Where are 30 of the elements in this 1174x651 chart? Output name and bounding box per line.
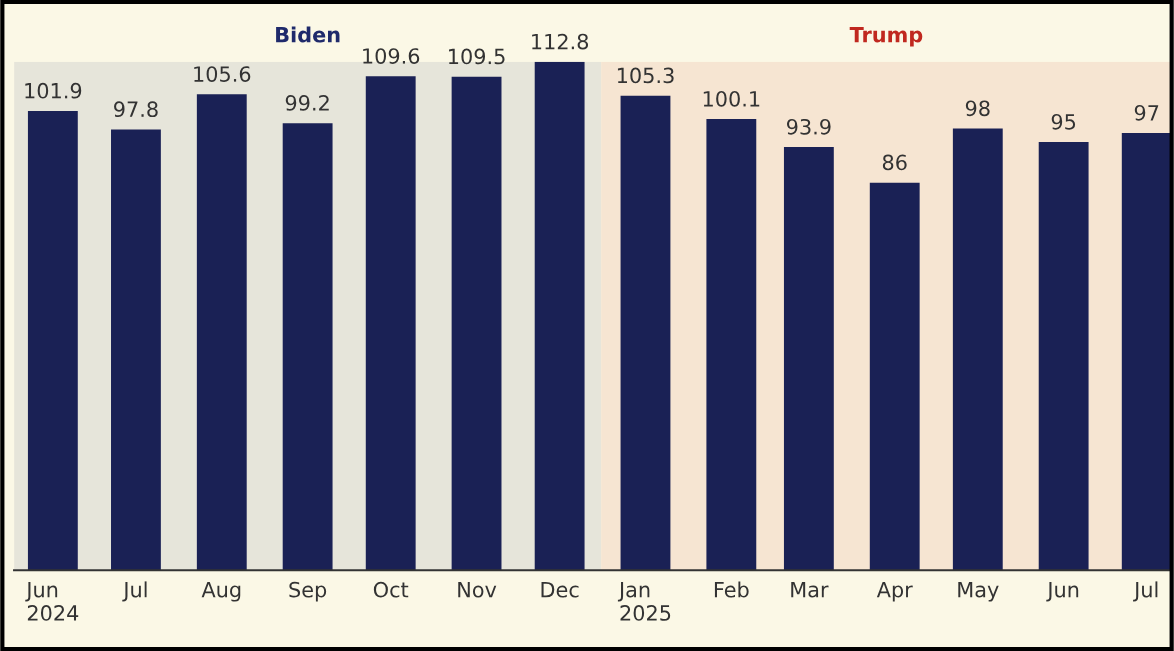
data-label: 105.6 — [194, 66, 251, 82]
data-label: 86 — [882, 154, 907, 171]
data-label: 112.8 — [532, 33, 589, 50]
data-label: 100.1 — [703, 90, 760, 107]
data-label: 105.3 — [617, 67, 674, 84]
band-label: Biden — [276, 26, 340, 43]
data-label: 97.8 — [114, 101, 158, 118]
x-tick-label: Feb — [714, 581, 749, 598]
x-tick-label: Aug — [201, 582, 241, 602]
x-tick-label: Dec — [541, 582, 579, 598]
x-tick-label: Jan 2025 — [617, 582, 671, 621]
x-tick-label: Nov — [458, 582, 497, 598]
data-label: 101.9 — [25, 82, 82, 99]
x-tick-label: Jul — [122, 581, 147, 602]
x-tick-label: Jul — [1133, 581, 1158, 602]
band-label: Trump — [849, 27, 923, 47]
x-tick-label: Apr — [876, 582, 913, 602]
x-tick-label: May — [958, 582, 999, 602]
data-label: 109.5 — [449, 48, 505, 65]
x-tick-label: Jun — [1046, 582, 1079, 602]
x-tick-label: Jun 2024 — [25, 582, 79, 621]
data-label: 97 — [1134, 104, 1159, 121]
x-tick-label: Sep — [289, 581, 327, 602]
x-tick-label: Mar — [791, 582, 829, 598]
data-label: 99.2 — [285, 95, 329, 111]
data-label: 98 — [965, 100, 990, 117]
x-tick-label: Oct — [373, 581, 409, 598]
data-label: 93.9 — [786, 118, 831, 135]
data-label: 95 — [1051, 113, 1076, 130]
data-label: 109.6 — [363, 48, 420, 64]
